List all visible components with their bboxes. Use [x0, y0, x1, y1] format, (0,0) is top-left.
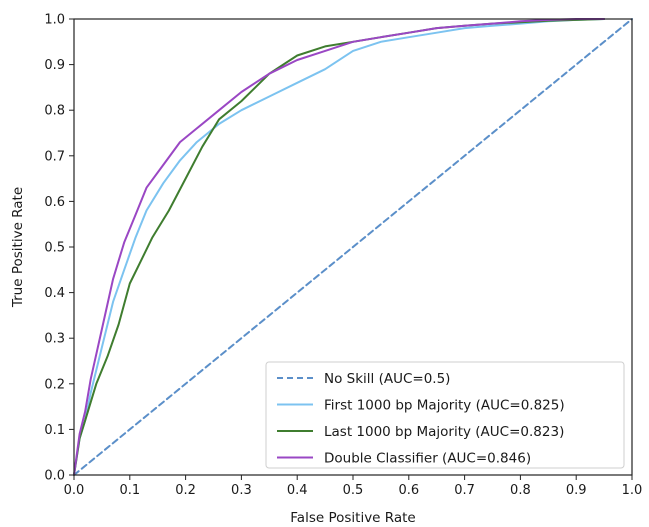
- x-tick-label-4: 0.4: [287, 483, 308, 498]
- y-tick-label-1: 0.1: [44, 423, 65, 438]
- y-axis-ticks: 0.0 0.1 0.2 0.3 0.4 0.5 0.6 0.7 0.8 0.9 1.0: [44, 13, 74, 484]
- legend-label-2: Last 1000 bp Majority (AUC=0.823): [324, 424, 564, 440]
- x-tick-label-7: 0.7: [454, 483, 475, 498]
- y-axis-title: True Positive Rate: [10, 187, 26, 308]
- series-line-3: [73, 18, 606, 476]
- y-tick-label-4: 0.4: [44, 286, 65, 301]
- legend-label-3: Double Classifier (AUC=0.846): [324, 451, 531, 467]
- series-line-0: [73, 18, 633, 476]
- y-tick-label-0: 0.0: [44, 469, 65, 484]
- y-tick-label-8: 0.8: [44, 104, 65, 119]
- y-tick-label-9: 0.9: [44, 58, 65, 73]
- y-tick-label-2: 0.2: [44, 377, 65, 392]
- x-tick-label-5: 0.5: [343, 483, 364, 498]
- y-tick-label-10: 1.0: [44, 13, 65, 28]
- legend-label-0: No Skill (AUC=0.5): [324, 371, 450, 387]
- x-tick-label-2: 0.2: [175, 483, 196, 498]
- series-line-1: [73, 18, 606, 476]
- y-tick-label-6: 0.6: [44, 195, 65, 210]
- x-axis-ticks: 0.0 0.1 0.2 0.3 0.4 0.5 0.6 0.7 0.8 0.9 1.0: [64, 475, 643, 498]
- y-tick-label-7: 0.7: [44, 149, 65, 164]
- x-tick-label-6: 0.6: [398, 483, 419, 498]
- x-tick-label-9: 0.9: [566, 483, 587, 498]
- y-tick-label-5: 0.5: [44, 241, 65, 256]
- x-tick-label-10: 1.0: [622, 483, 643, 498]
- legend-label-1: First 1000 bp Majority (AUC=0.825): [324, 398, 565, 414]
- x-tick-label-0: 0.0: [64, 483, 85, 498]
- x-tick-label-1: 0.1: [119, 483, 140, 498]
- legend-box: [265, 361, 625, 469]
- y-tick-label-3: 0.3: [44, 332, 65, 347]
- x-tick-label-8: 0.8: [510, 483, 531, 498]
- legend: No Skill (AUC=0.5) First 1000 bp Majority…: [265, 361, 625, 469]
- x-axis-title: False Positive Rate: [290, 510, 415, 526]
- x-tick-label-3: 0.3: [231, 483, 252, 498]
- plot-lines: [73, 18, 633, 476]
